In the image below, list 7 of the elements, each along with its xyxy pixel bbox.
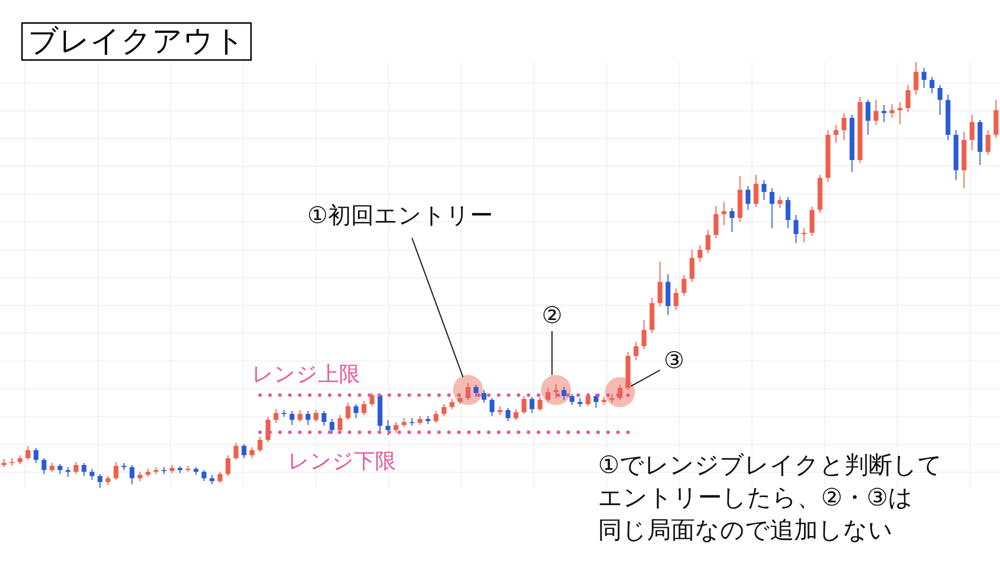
annotation: ② [542,303,562,330]
annotation: ①でレンジブレイクと判断して [598,451,943,479]
title: ブレイクアウト [28,24,245,59]
annotation: ③ [664,348,684,374]
annotation: エントリーしたら、②・③は [598,484,914,512]
annotation: ①初回エントリー [307,203,493,230]
annotation: 同じ局面なので追加しない [598,516,893,544]
